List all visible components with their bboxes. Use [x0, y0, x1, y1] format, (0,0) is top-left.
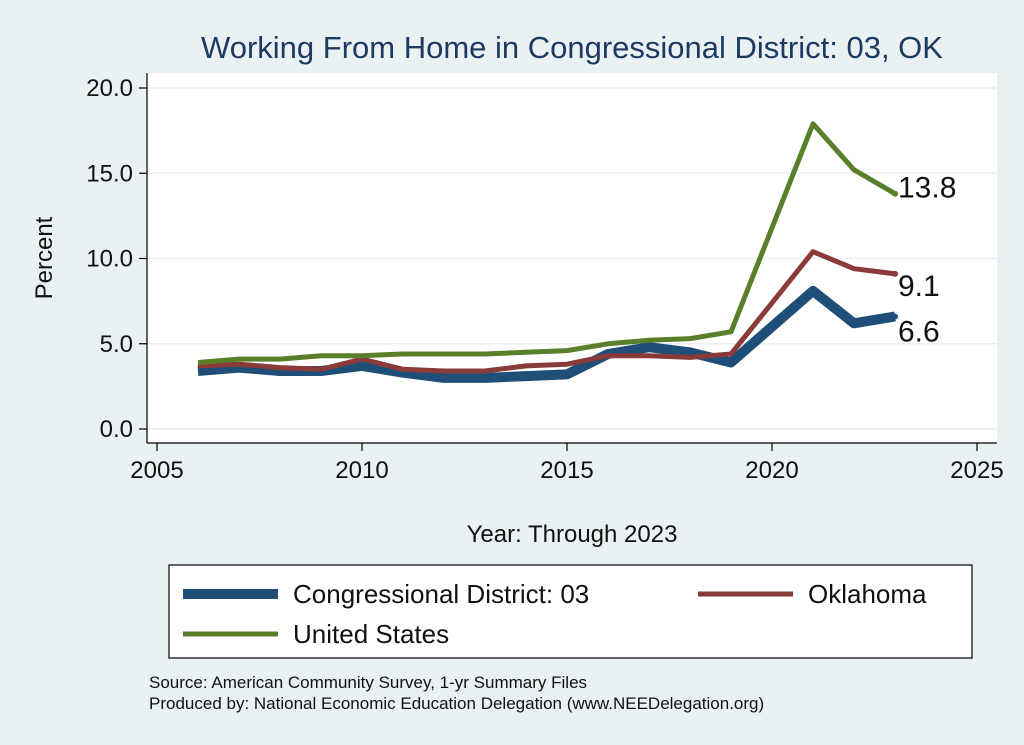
- x-tick-label: 2015: [540, 457, 593, 484]
- gridlines: [147, 87, 997, 430]
- series-end-label-2: 13.8: [898, 172, 956, 205]
- axes: 0.0 5.0 10.0 15.0 20.0 2005 2010 2015 2020 2025: [86, 73, 1004, 484]
- x-tick-label: 2020: [745, 457, 798, 484]
- y-tick-label: 15.0: [86, 160, 133, 187]
- series-line-2: [197, 121, 897, 365]
- y-tick-label: 0.0: [100, 416, 133, 443]
- producer-line: Produced by: National Economic Education…: [149, 694, 764, 713]
- series-lines: [197, 121, 898, 383]
- legend: Congressional District: 03 Oklahoma United…: [183, 579, 927, 649]
- series-line-1: [197, 249, 896, 374]
- legend-label-0: Congressional District: 03: [293, 579, 589, 609]
- series-end-point-1: [892, 270, 898, 277]
- source-line: Source: American Community Survey, 1-yr …: [149, 673, 587, 692]
- y-tick-label: 5.0: [100, 331, 133, 358]
- x-tick-label: 2025: [950, 457, 1003, 484]
- series-end-point-2: [892, 190, 898, 197]
- y-axis-label: Percent: [31, 216, 58, 299]
- chart-title: Working From Home in Congressional Distr…: [201, 30, 943, 65]
- legend-label-1: Oklahoma: [808, 579, 927, 609]
- legend-box: [168, 564, 973, 659]
- y-tick-label: 20.0: [86, 75, 133, 102]
- y-tick-label: 10.0: [86, 246, 133, 273]
- x-tick-label: 2005: [130, 457, 183, 484]
- series-end-label-0: 6.6: [898, 315, 940, 348]
- end-labels: 6.6 9.1 13.8: [898, 172, 956, 349]
- x-tick-label: 2010: [335, 457, 388, 484]
- legend-label-2: United States: [293, 619, 449, 649]
- series-end-label-1: 9.1: [898, 270, 940, 303]
- x-axis-label: Year: Through 2023: [467, 521, 678, 548]
- series-end-point-0: [892, 313, 898, 320]
